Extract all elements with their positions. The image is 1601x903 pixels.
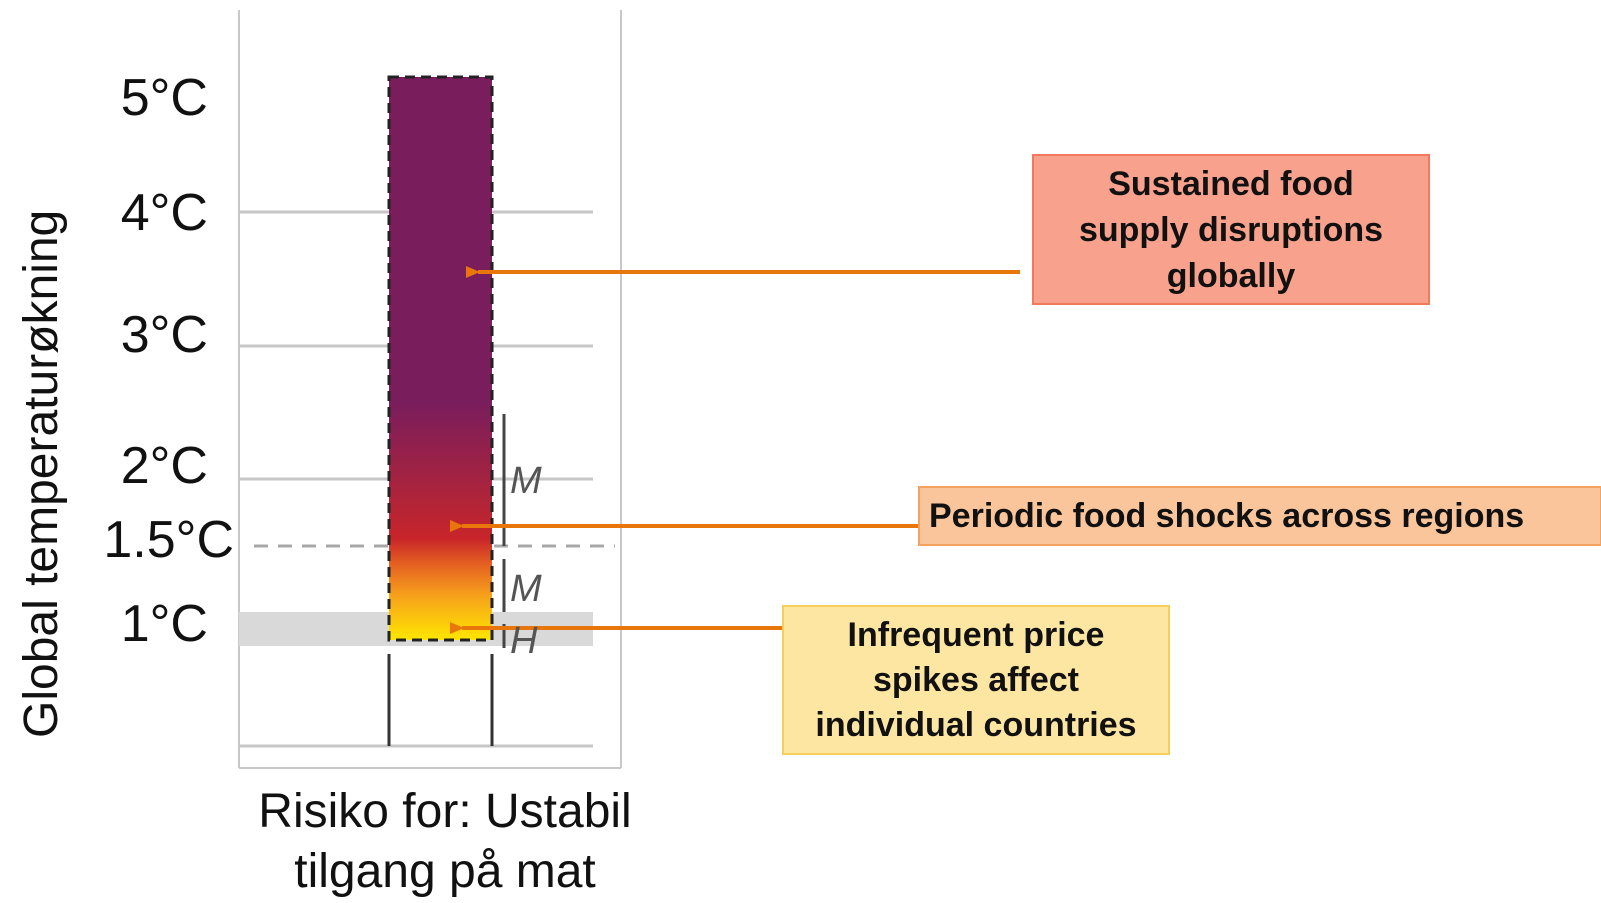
callout-sustained-box — [1032, 154, 1430, 305]
callout-infrequent-box — [782, 605, 1170, 755]
tick-label-1-5c: 1.5°C — [103, 511, 234, 569]
confidence-label-middle: M — [510, 568, 542, 610]
tick-label-2c: 2°C — [120, 437, 208, 495]
callout-periodic-box — [918, 486, 1601, 546]
x-axis-caption-line2: tilgang på mat — [294, 845, 596, 898]
callout-periodic-text: Periodic food shocks across regions — [929, 497, 1525, 535]
tick-label-1c: 1°C — [120, 595, 208, 653]
risk-ember-outline — [387, 75, 494, 642]
x-axis-caption-line1: Risiko for: Ustabil — [258, 785, 632, 838]
tick-label-5c: 5°C — [120, 69, 208, 127]
x-axis-caption: Risiko for: Ustabil tilgang på mat — [210, 782, 680, 902]
tick-label-4c: 4°C — [120, 184, 208, 242]
risk-ember-bar — [389, 77, 492, 640]
confidence-label-lower: H — [510, 620, 538, 662]
callout-infrequent-text: Infrequent price spikes affect individua… — [815, 615, 1137, 744]
confidence-label-upper: M — [510, 460, 542, 502]
callout-sustained-text: Sustained food supply disruptions global… — [1078, 164, 1384, 295]
tick-label-3c: 3°C — [120, 306, 208, 364]
